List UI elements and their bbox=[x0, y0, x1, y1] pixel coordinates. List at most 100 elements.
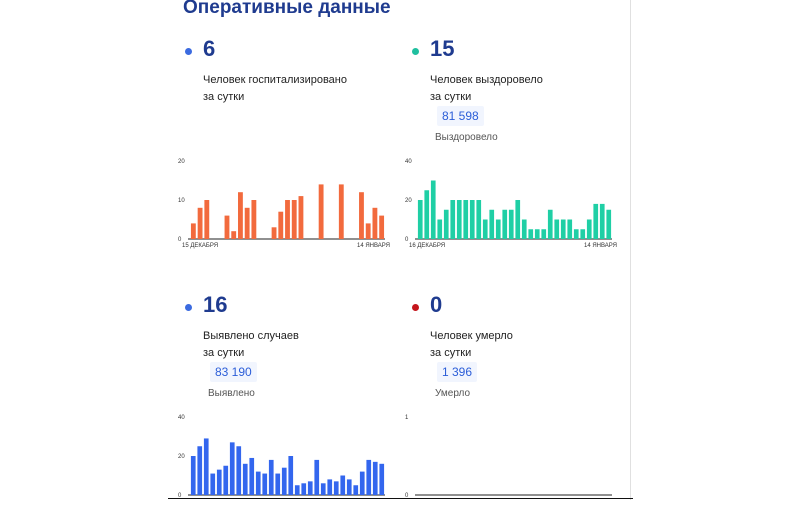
caption-line: за сутки bbox=[203, 347, 245, 359]
caption-line: Человек умерло bbox=[430, 330, 513, 342]
recovered-chart: 40 20 016 ДЕКАБРЯ 14 ЯНВАРЯ bbox=[405, 159, 617, 249]
chart-bar bbox=[379, 463, 385, 495]
y-tick-label: 40 bbox=[405, 159, 412, 165]
deaths-count: 0 bbox=[430, 292, 443, 317]
chart-bar bbox=[278, 211, 284, 239]
chart-bar bbox=[244, 207, 250, 239]
chart-bar bbox=[573, 229, 579, 239]
chart-bar bbox=[238, 192, 243, 239]
chart-bar bbox=[249, 457, 255, 495]
chart-bar bbox=[340, 475, 346, 495]
chart-bar bbox=[424, 190, 430, 239]
chart-bar bbox=[599, 203, 605, 239]
bullet-dot bbox=[185, 304, 192, 311]
x-end-label: 14 ЯНВАРЯ bbox=[584, 243, 617, 249]
chart-bar bbox=[255, 471, 261, 495]
detected-chart: 40 20 0 bbox=[178, 415, 385, 499]
chart-bar bbox=[469, 200, 475, 239]
chart-bar bbox=[534, 229, 540, 239]
chart-bar bbox=[314, 459, 320, 495]
x-start-label: 15 ДЕКАБРЯ bbox=[182, 243, 218, 249]
chart-bar bbox=[210, 473, 216, 495]
chart-bar bbox=[366, 459, 372, 495]
bullet-dot bbox=[185, 48, 192, 55]
chart-bar bbox=[190, 456, 196, 495]
y-tick-label: 0 bbox=[178, 237, 182, 243]
chart-bar bbox=[463, 200, 469, 239]
chart-bar bbox=[262, 473, 268, 495]
chart-bar bbox=[298, 196, 304, 239]
chart-bar bbox=[567, 219, 573, 239]
chart-bar bbox=[586, 219, 592, 239]
chart-bar bbox=[495, 219, 501, 239]
panel-recovered: 15 Человек выздоровело за сутки 81 598 В… bbox=[405, 36, 632, 266]
chart-bar bbox=[224, 215, 230, 239]
hospitalized-count: 6 bbox=[203, 36, 216, 61]
caption-line: за сутки bbox=[203, 91, 245, 103]
deaths-caption: Человек умерло за сутки bbox=[430, 328, 513, 362]
detected-total: 83 190 bbox=[210, 362, 257, 382]
chart-bar bbox=[606, 209, 612, 239]
chart-bar bbox=[528, 229, 534, 239]
chart-bar bbox=[251, 200, 257, 239]
chart-bar bbox=[197, 446, 203, 495]
chart-bar bbox=[502, 209, 508, 239]
recovered-count: 15 bbox=[430, 36, 455, 61]
chart-bar bbox=[229, 442, 235, 495]
chart-bar bbox=[554, 219, 560, 239]
chart-bar bbox=[443, 209, 449, 239]
y-tick-label: 0 bbox=[178, 493, 182, 499]
x-start-label: 16 ДЕКАБРЯ bbox=[409, 243, 445, 249]
chart-bar bbox=[231, 231, 237, 239]
page-bottom-border bbox=[168, 498, 633, 499]
y-tick-label: 10 bbox=[178, 198, 185, 204]
chart-bar bbox=[508, 209, 514, 239]
y-tick-label: 40 bbox=[178, 415, 185, 421]
chart-bar bbox=[294, 485, 300, 495]
chart-bar bbox=[521, 219, 527, 239]
chart-bar bbox=[482, 219, 488, 239]
chart-bar bbox=[203, 438, 209, 495]
chart-bar bbox=[359, 192, 364, 239]
chart-bar bbox=[327, 479, 333, 495]
recovered-total: 81 598 bbox=[437, 106, 484, 126]
chart-bar bbox=[515, 200, 521, 239]
chart-bar bbox=[268, 459, 274, 495]
detected-count: 16 bbox=[203, 292, 228, 317]
deaths-total-label: Умерло bbox=[435, 388, 471, 399]
chart-bar bbox=[301, 483, 307, 495]
hospitalized-chart: 20 10 015 ДЕКАБРЯ 14 ЯНВАРЯ bbox=[178, 159, 390, 249]
chart-bar bbox=[417, 200, 423, 239]
recovered-caption: Человек выздоровело за сутки bbox=[430, 72, 543, 106]
chart-bar bbox=[242, 463, 248, 495]
chart-bar bbox=[450, 200, 456, 239]
chart-bar bbox=[437, 219, 443, 239]
chart-bar bbox=[593, 203, 599, 239]
chart-bar bbox=[333, 481, 339, 495]
chart-bar bbox=[285, 200, 290, 239]
chart-bar bbox=[271, 227, 277, 239]
hospitalized-caption: Человек госпитализировано за сутки bbox=[203, 72, 347, 106]
chart-bar bbox=[291, 200, 297, 239]
chart-bar bbox=[560, 219, 566, 239]
chart-bar bbox=[318, 184, 324, 239]
chart-bar bbox=[275, 473, 281, 495]
chart-bar bbox=[236, 446, 242, 495]
page-title: Оперативные данные bbox=[183, 0, 391, 18]
x-end-label: 14 ЯНВАРЯ bbox=[357, 243, 390, 249]
caption-line: за сутки bbox=[430, 347, 472, 359]
chart-bar bbox=[204, 200, 210, 239]
chart-bar bbox=[580, 229, 586, 239]
deaths-chart: 10 bbox=[405, 415, 612, 499]
chart-bar bbox=[430, 180, 436, 239]
chart-bar bbox=[372, 207, 378, 239]
recovered-total-label: Выздоровело bbox=[435, 132, 498, 143]
chart-bar bbox=[372, 461, 378, 495]
chart-bar bbox=[365, 223, 371, 239]
y-tick-label: 20 bbox=[178, 159, 185, 165]
caption-line: Выявлено случаев bbox=[203, 330, 299, 342]
bullet-dot bbox=[412, 48, 419, 55]
chart-bar bbox=[216, 469, 222, 495]
y-tick-label: 1 bbox=[405, 415, 409, 421]
panel-deaths: 0 Человек умерло за сутки 1 396 Умерло 1… bbox=[405, 292, 632, 522]
